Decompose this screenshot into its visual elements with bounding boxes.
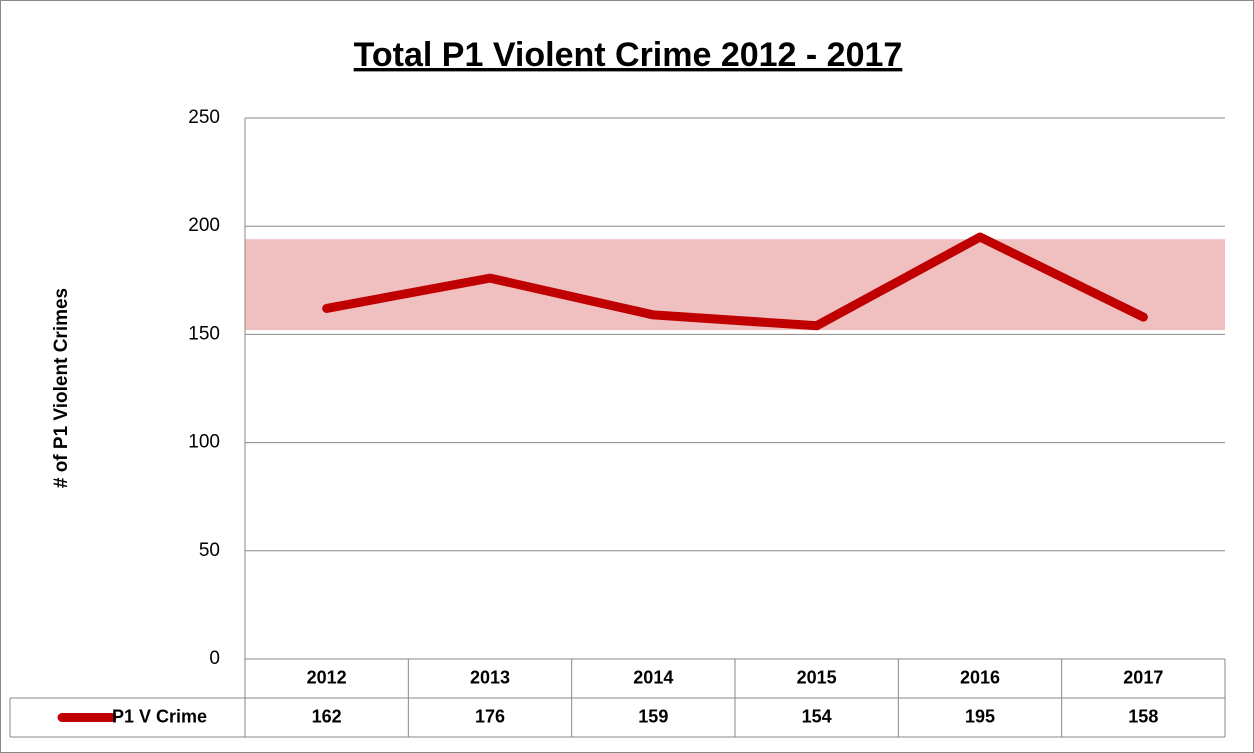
y-tick-label: 200 [188, 215, 220, 236]
range-band [245, 239, 1225, 331]
y-tick-label: 250 [188, 107, 220, 128]
x-tick-label: 2015 [797, 667, 837, 687]
y-tick-label: 100 [188, 432, 220, 453]
x-tick-label: 2012 [307, 667, 347, 687]
data-table-value: 176 [475, 706, 505, 726]
chart-title: Total P1 Violent Crime 2012 - 2017 [354, 36, 903, 74]
x-tick-label: 2013 [470, 667, 510, 687]
data-table-value: 159 [638, 706, 668, 726]
x-tick-label: 2014 [633, 667, 673, 687]
data-table-value: 154 [802, 706, 832, 726]
x-tick-label: 2016 [960, 667, 1000, 687]
x-tick-label: 2017 [1123, 667, 1163, 687]
y-tick-label: 50 [199, 540, 220, 561]
y-axis-label: # of P1 Violent Crimes [51, 288, 72, 488]
legend-label: P1 V Crime [112, 706, 207, 726]
y-tick-label: 150 [188, 323, 220, 344]
data-table-value: 158 [1128, 706, 1158, 726]
y-tick-label: 0 [209, 648, 220, 669]
line-series [322, 232, 1148, 331]
data-table-value: 195 [965, 706, 995, 726]
data-table-value: 162 [312, 706, 342, 726]
